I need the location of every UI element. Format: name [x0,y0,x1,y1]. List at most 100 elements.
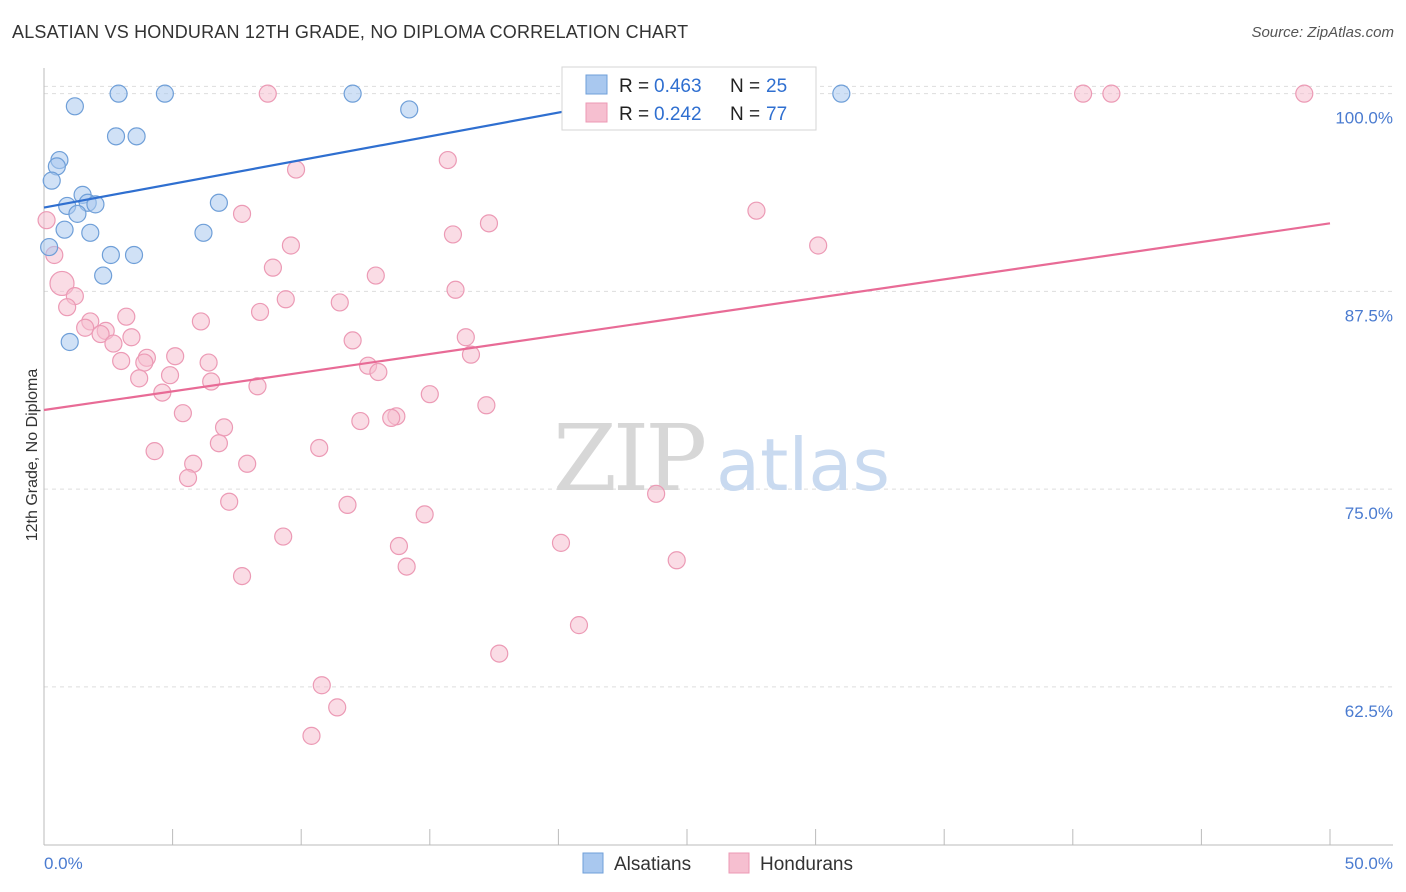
alsatian-point [400,100,419,119]
watermark-atlas: atlas [716,423,890,507]
alsatian-point [124,245,144,265]
honduran-point [37,211,56,230]
legend-n-value-alsatian: 25 [766,76,787,97]
honduran-point [338,495,357,515]
honduran-point [112,351,131,371]
honduran-point [382,408,401,428]
honduran-point [178,468,198,488]
trend-lines [43,87,1331,412]
source-label: Source: ZipAtlas.com [1251,24,1394,41]
honduran-point [415,505,434,524]
honduran-point [647,484,666,503]
legend-box: R = 0.463 N = 25 R = 0.242 N = 77 [561,66,817,131]
alsatian-point [194,223,213,242]
honduran-point [397,557,416,576]
honduran-point [145,442,164,461]
bottom-legend: Alsatians Hondurans [582,852,853,875]
honduran-point [220,492,239,511]
honduran-point [461,345,481,364]
alsatian-point [109,84,128,103]
legend-swatch-alsatian [585,74,608,95]
honduran-point [477,396,496,415]
honduran-point [310,438,329,458]
alsatian-point [155,84,174,103]
watermark-zip: ZIP [553,405,704,512]
honduran-point [104,334,123,353]
axes [43,68,1393,846]
honduran-point [343,331,362,350]
honduran-point [366,266,385,285]
legend-r-value-alsatian: 0.463 [654,76,702,97]
honduran-point [91,324,110,344]
honduran-point [286,160,306,179]
bottom-legend-swatch-alsatian [582,852,604,874]
honduran-point [490,644,509,663]
y-tick-labels: 62.5% 75.0% 87.5% 100.0% [1335,109,1393,721]
honduran-point [446,280,465,299]
honduran-point [438,150,457,170]
legend-swatch-honduran [585,102,608,123]
honduran-point [1102,84,1121,103]
honduran-point [569,616,589,635]
honduran-point [135,353,154,372]
alsatian-point [127,127,146,146]
honduran-point [76,318,95,337]
honduran-point [276,290,295,309]
honduran-point [312,676,331,695]
legend-r-label-alsatian: R = [619,76,649,97]
alsatian-point [832,84,851,103]
y-tick-label: 100.0% [1335,109,1393,128]
x-tick-label: 0.0% [44,854,83,873]
honduran-point [328,698,347,717]
honduran-point [160,366,180,385]
honduran-point [166,347,185,366]
honduran-point [263,258,283,277]
honduran-point [258,84,277,103]
alsatian-point [94,266,113,285]
honduran-point [351,411,370,431]
alsatian-point [86,195,105,214]
honduran-point [191,312,210,331]
honduran-point [117,307,136,326]
y-tick-label: 62.5% [1345,702,1393,721]
honduran-point [1295,84,1314,103]
honduran-point [456,328,475,347]
bottom-legend-hondurans: Hondurans [760,854,853,875]
honduran-point [302,726,321,745]
watermark: ZIP atlas [553,405,890,512]
honduran-point [274,527,293,546]
legend-n-value-honduran: 77 [766,104,787,125]
honduran-point [173,404,192,423]
honduran-point [250,302,270,322]
honduran-point [130,369,149,388]
alsatian-point [68,204,87,223]
x-tick-label: 50.0% [1345,854,1393,873]
alsatian-point [42,171,61,190]
honduran-point [369,362,388,382]
honduran-point [122,328,141,347]
alsatian-point [81,223,100,242]
honduran-point [232,566,252,586]
chart-title: ALSATIAN VS HONDURAN 12TH GRADE, NO DIPL… [12,22,689,42]
honduran-point [1073,84,1093,103]
alsatian-point [65,97,84,116]
honduran-point [58,298,77,317]
honduran-point [420,385,439,404]
honduran-point [199,353,218,372]
y-tick-label: 87.5% [1345,306,1393,325]
alsatian-point [55,220,74,239]
honduran-point [551,533,571,552]
legend-n-label-alsatian: N = [730,76,760,97]
honduran-point [747,201,766,220]
x-tick-labels: 0.0% 50.0% [44,854,1393,873]
honduran-point [667,551,686,570]
honduran-point [238,454,257,473]
bottom-legend-alsatians: Alsatians [614,854,691,875]
honduran-point [214,418,234,437]
alsatian-point [209,193,228,212]
honduran-trend-line [43,222,1331,412]
grid [44,85,1393,688]
y-tick-label: 75.0% [1345,504,1393,523]
alsatian-point [106,127,126,146]
